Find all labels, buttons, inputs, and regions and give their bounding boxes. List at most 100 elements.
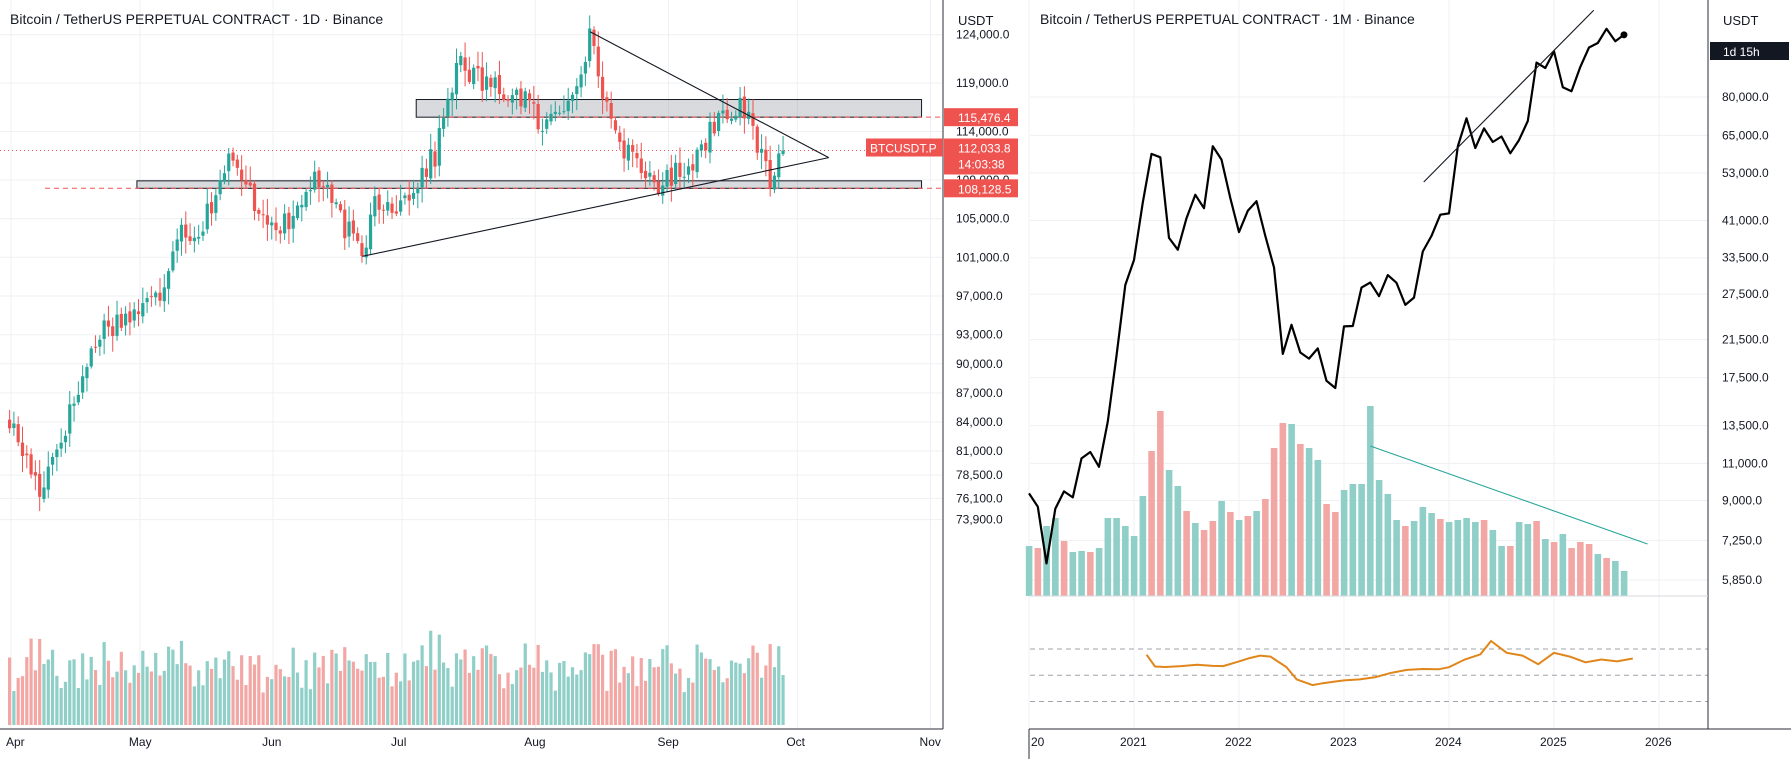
daily-volume-bar bbox=[20, 676, 25, 725]
daily-volume-bar bbox=[661, 649, 665, 725]
daily-volume-bar bbox=[313, 652, 317, 725]
daily-currency-label[interactable]: USDT bbox=[958, 13, 993, 28]
daily-candle-body bbox=[454, 62, 459, 95]
monthly-price-tick: 17,500.0 bbox=[1722, 371, 1769, 385]
daily-volume-bar bbox=[424, 666, 429, 725]
daily-volume-bar bbox=[222, 659, 227, 725]
monthly-price-tick: 5,850.0 bbox=[1722, 573, 1762, 587]
monthly-volume-bar bbox=[1095, 548, 1103, 596]
daily-candle-body bbox=[68, 404, 72, 434]
daily-candle-body bbox=[283, 213, 287, 234]
daily-candle-body bbox=[330, 184, 334, 203]
daily-candle-body bbox=[472, 67, 476, 85]
daily-volume-bar bbox=[252, 664, 257, 725]
daily-volume-bar bbox=[261, 692, 265, 725]
monthly-trendlines[interactable] bbox=[1370, 9, 1648, 545]
daily-volume-bar bbox=[394, 672, 398, 725]
daily-volume-bar bbox=[725, 678, 729, 725]
daily-candle-body bbox=[648, 172, 652, 177]
daily-candle-body bbox=[553, 111, 557, 114]
daily-trendline[interactable] bbox=[589, 31, 829, 159]
monthly-volume-bar bbox=[1428, 513, 1435, 596]
daily-candle-body bbox=[102, 320, 106, 339]
monthly-volume-bar bbox=[1323, 504, 1330, 596]
daily-volume-bar bbox=[532, 667, 536, 725]
monthly-price-axis[interactable]: 5,850.0 7,250.0 9,000.0 11,000.0 13,500.0 17,… bbox=[1722, 90, 1769, 587]
monthly-volume-bar bbox=[1314, 460, 1322, 596]
daily-volume-bar bbox=[197, 670, 201, 725]
daily-volume-bar bbox=[721, 682, 725, 725]
daily-volume-bar bbox=[600, 654, 605, 725]
monthly-volume-bar bbox=[1069, 552, 1077, 596]
daily-price-axis[interactable]: 73,900.0 76,100.0 78,500.0 81,000.0 84,000.0… bbox=[956, 28, 1010, 527]
monthly-price-tick: 21,500.0 bbox=[1722, 333, 1769, 347]
daily-volume-bar bbox=[390, 686, 394, 725]
daily-zone-box[interactable] bbox=[415, 99, 923, 118]
daily-time-tick: Aug bbox=[524, 735, 545, 749]
daily-zone-box[interactable] bbox=[136, 180, 923, 189]
monthly-price-path bbox=[1028, 27, 1625, 565]
daily-candle-body bbox=[93, 346, 98, 348]
daily-candle-body bbox=[588, 28, 592, 62]
monthly-volume-bar bbox=[1122, 526, 1129, 596]
daily-trendlines[interactable] bbox=[362, 31, 829, 257]
monthly-price-tick: 53,000.0 bbox=[1722, 166, 1769, 180]
daily-support-resistance-zones[interactable] bbox=[0, 99, 943, 189]
daily-candle-body bbox=[218, 180, 222, 195]
daily-candle-body bbox=[33, 472, 37, 476]
daily-candle-body bbox=[704, 142, 708, 151]
daily-trendline[interactable] bbox=[362, 157, 829, 257]
daily-candle-body bbox=[278, 230, 282, 234]
monthly-time-axis[interactable]: 20 2021 2022 2023 2024 2025 2026 bbox=[1031, 735, 1672, 749]
monthly-currency-label[interactable]: USDT bbox=[1723, 13, 1758, 28]
daily-volume-bar bbox=[772, 667, 777, 725]
daily-candle-body bbox=[128, 311, 132, 323]
daily-volume-bar bbox=[708, 659, 712, 725]
daily-candle-body bbox=[605, 97, 609, 102]
daily-volume-bar bbox=[381, 676, 386, 725]
daily-candle-body bbox=[570, 94, 575, 102]
daily-price-tick: 93,000.0 bbox=[956, 328, 1003, 342]
daily-chart-pane[interactable]: 73,900.0 76,100.0 78,500.0 81,000.0 84,000.0… bbox=[0, 0, 1018, 749]
daily-volume-bar bbox=[240, 655, 244, 725]
daily-candle-body bbox=[334, 202, 338, 205]
monthly-chart-pane[interactable]: 5,850.0 7,250.0 9,000.0 11,000.0 13,500.0 17,… bbox=[1025, 0, 1791, 759]
daily-volume-bar bbox=[493, 656, 497, 725]
daily-candle-body bbox=[55, 449, 59, 458]
monthly-volume-bar bbox=[1192, 523, 1199, 596]
daily-time-axis[interactable]: Apr May Jun Jul Aug Sep Oct Nov bbox=[6, 735, 941, 749]
daily-candle-body bbox=[738, 97, 742, 118]
daily-volume-bar bbox=[347, 660, 351, 725]
daily-candle-body bbox=[261, 214, 265, 216]
daily-volume-bar bbox=[158, 675, 162, 725]
daily-volume-bar bbox=[502, 688, 506, 725]
monthly-volume-bar bbox=[1087, 552, 1094, 596]
daily-candle-body bbox=[338, 204, 343, 211]
daily-volume-bar bbox=[25, 657, 29, 725]
daily-volume-bar bbox=[459, 659, 463, 725]
daily-last-price-text: 112,033.8 bbox=[958, 142, 1011, 156]
daily-candle-body bbox=[407, 194, 411, 201]
monthly-price-trendline[interactable] bbox=[1423, 9, 1595, 183]
monthly-volume-bar bbox=[1165, 470, 1173, 596]
daily-volume-bar bbox=[50, 649, 55, 725]
monthly-volume-bar bbox=[1585, 544, 1593, 596]
daily-candle-body bbox=[467, 69, 471, 82]
daily-volume-bar bbox=[317, 667, 321, 725]
monthly-volume-bar bbox=[1489, 530, 1497, 596]
daily-volume-bar bbox=[545, 660, 549, 725]
daily-volume-bar bbox=[583, 652, 587, 725]
monthly-volume-bar bbox=[1358, 484, 1365, 596]
monthly-volume-bar bbox=[1130, 536, 1138, 596]
monthly-volume-trendline[interactable] bbox=[1370, 445, 1648, 545]
daily-candle-body bbox=[725, 109, 729, 120]
daily-candle-body bbox=[214, 195, 218, 213]
daily-candle-body bbox=[81, 376, 85, 393]
daily-candle-body bbox=[480, 67, 484, 91]
daily-volume-bar bbox=[777, 646, 781, 725]
daily-volume-bar bbox=[579, 670, 583, 725]
daily-volume-bar bbox=[734, 662, 738, 725]
daily-volume-bar bbox=[399, 681, 403, 725]
daily-candle-body bbox=[29, 454, 33, 475]
